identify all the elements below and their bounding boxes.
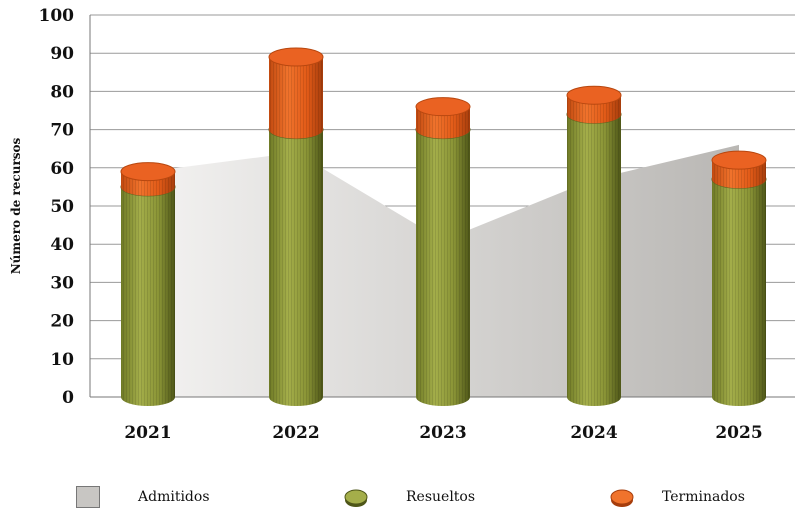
bar-resueltos-ridges bbox=[567, 114, 621, 406]
bar-terminados-cap bbox=[120, 162, 176, 182]
y-tick-label: 0 bbox=[62, 388, 74, 408]
bar-terminados bbox=[268, 47, 324, 139]
bar-resueltos bbox=[120, 177, 176, 406]
y-tick-label: 70 bbox=[50, 121, 74, 141]
bar-terminados bbox=[415, 97, 471, 139]
grey-square-swatch-icon bbox=[76, 486, 100, 508]
y-tick-label: 80 bbox=[50, 82, 74, 102]
legend-label: Admitidos bbox=[138, 489, 210, 505]
bar-resueltos-ridges bbox=[416, 129, 470, 406]
orange-coin-swatch-icon bbox=[610, 489, 634, 507]
y-tick-label: 100 bbox=[39, 6, 75, 26]
bar-resueltos bbox=[566, 104, 622, 406]
y-tick-labels: 0 10 20 30 40 50 60 70 80 90 100 bbox=[39, 6, 75, 408]
bar-terminados bbox=[566, 85, 622, 124]
bar-resueltos bbox=[415, 120, 471, 406]
y-tick-label: 40 bbox=[50, 235, 74, 255]
bar-resueltos-ridges bbox=[269, 129, 323, 406]
olive-coin-swatch-icon bbox=[344, 489, 368, 507]
legend-label: Terminados bbox=[662, 489, 745, 505]
bar-terminados-cap bbox=[566, 85, 622, 105]
legend-label: Resueltos bbox=[406, 489, 476, 505]
x-tick-label: 2024 bbox=[570, 423, 617, 443]
y-tick-label: 90 bbox=[50, 44, 74, 64]
y-tick-label: 30 bbox=[50, 273, 74, 293]
y-axis-label: Número de recursos bbox=[9, 137, 23, 274]
bar-resueltos-ridges bbox=[712, 179, 766, 406]
bar-terminados-cap bbox=[415, 97, 471, 117]
y-tick-label: 50 bbox=[50, 197, 74, 217]
bar-terminados-cap bbox=[268, 47, 324, 67]
x-tick-labels: 2021 2022 2023 2024 2025 bbox=[124, 423, 762, 443]
x-tick-label: 2022 bbox=[272, 423, 319, 443]
y-tick-label: 20 bbox=[50, 312, 74, 332]
y-tick-label: 10 bbox=[50, 350, 74, 370]
legend-item-terminados: Terminados bbox=[610, 486, 745, 508]
bar-terminados-ridges bbox=[269, 57, 323, 139]
x-tick-label: 2023 bbox=[419, 423, 466, 443]
x-tick-label: 2025 bbox=[715, 423, 762, 443]
bar-terminados bbox=[711, 150, 767, 189]
bars bbox=[120, 47, 767, 406]
legend-item-resueltos: Resueltos bbox=[344, 486, 475, 508]
legend: Admitidos Resueltos Terminados bbox=[0, 486, 804, 514]
bar-terminados bbox=[120, 162, 176, 196]
bar-terminados-cap bbox=[711, 150, 767, 170]
bar-resueltos-ridges bbox=[121, 186, 175, 406]
x-tick-label: 2021 bbox=[124, 423, 171, 443]
bar-resueltos bbox=[268, 120, 324, 406]
legend-item-admitidos: Admitidos bbox=[76, 486, 210, 508]
bar-resueltos bbox=[711, 169, 767, 406]
y-tick-label: 60 bbox=[50, 159, 74, 179]
